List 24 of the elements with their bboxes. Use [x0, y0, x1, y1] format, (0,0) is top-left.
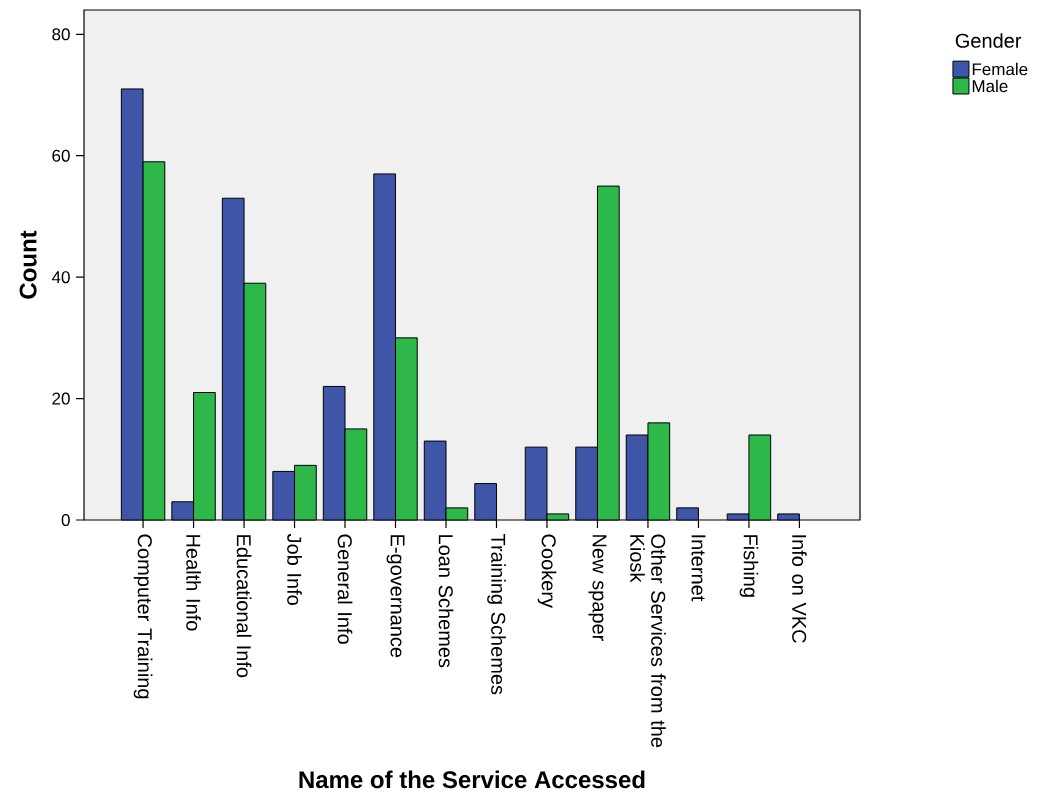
legend-label: Male [972, 79, 1008, 93]
x-tick-label: Loan Schemes [438, 535, 454, 668]
x-tick-label: Job Info [287, 533, 302, 605]
x-tick-label: General Info [337, 534, 353, 644]
x-tick-label: Health Info [186, 535, 201, 631]
x-tick-label: Cookery [537, 534, 557, 608]
x-axis-title: Name of the Service Accessed [299, 770, 645, 789]
x-tick-label: Educational Info [236, 535, 252, 678]
x-tick-label: New spaper [588, 535, 607, 642]
x-tick-label: Internet [691, 535, 706, 602]
x-tick-label: Info on VKC [792, 535, 807, 643]
x-tick-label: Computer Training [133, 534, 153, 699]
y-tick-label: 20 [52, 392, 70, 405]
x-tick-label: Other Services from the Kiosk [630, 534, 666, 748]
legend-title: Gender [955, 33, 1022, 48]
y-tick-label: 60 [52, 149, 70, 162]
y-axis-title: Count [19, 230, 37, 299]
y-tick-label: 80 [52, 28, 70, 41]
x-tick-label: E-governance [386, 535, 405, 658]
legend-label: Female [972, 62, 1028, 76]
x-tick-label: Training Schemes [487, 533, 506, 695]
y-tick-label: 0 [61, 513, 70, 527]
y-tick-label: 40 [51, 271, 70, 284]
x-tick-label: Fishing [739, 535, 759, 597]
